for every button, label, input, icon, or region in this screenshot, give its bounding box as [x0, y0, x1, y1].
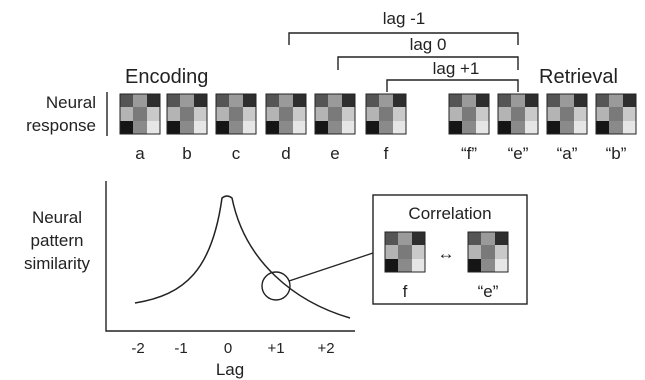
- x-tick-label: +2: [317, 340, 334, 357]
- ylabel-line-1: Neural: [32, 208, 82, 227]
- item-label: e: [330, 144, 339, 163]
- highlight-circle: [261, 271, 291, 301]
- item-label: “b”: [606, 144, 627, 163]
- item-label: f: [384, 144, 389, 163]
- item-label: “e”: [508, 144, 529, 163]
- pattern-patch-retrieval-b: [595, 93, 637, 135]
- ylabel-line-2: pattern: [31, 231, 84, 250]
- neural-response-line-1: Neural: [46, 93, 96, 112]
- correlation-title: Correlation: [408, 204, 491, 223]
- item-label: a: [135, 144, 145, 163]
- callout-line: [288, 252, 374, 282]
- item-label: “a”: [557, 144, 578, 163]
- pattern-patch-b: [166, 93, 208, 135]
- neural-response-label: Neural response: [26, 92, 108, 136]
- similarity-plot: Neural pattern similarity -2 -1 0 +1 +2 …: [24, 181, 374, 379]
- similarity-curve: [134, 195, 351, 319]
- lag-minus-1-label: lag -1: [383, 9, 426, 28]
- lag-0-label: lag 0: [410, 35, 447, 54]
- ylabel-line-3: similarity: [24, 254, 91, 273]
- x-tick-label: -1: [174, 340, 187, 357]
- pattern-patch-retrieval-e: [497, 93, 539, 135]
- x-tick-label: +1: [267, 340, 284, 357]
- lag-plus-1-label: lag +1: [433, 59, 480, 78]
- item-label: c: [232, 144, 241, 163]
- retrieval-heading: Retrieval: [539, 66, 618, 88]
- item-label: d: [281, 144, 290, 163]
- lag-bracket-minus-1: lag -1: [288, 9, 519, 45]
- pattern-patch-a: [119, 93, 161, 135]
- pattern-patch-inset-f: [384, 231, 426, 273]
- x-axis-label: Lag: [216, 360, 244, 379]
- pattern-patch-retrieval-f: [448, 93, 490, 135]
- pattern-patch-e: [314, 93, 356, 135]
- pattern-patch-inset-e: [467, 231, 509, 273]
- lag-bracket-0: lag 0: [337, 35, 519, 70]
- correlation-box: Correlation ↔ f “e”: [372, 194, 528, 305]
- pattern-patch-f: [365, 93, 407, 135]
- item-label: b: [182, 144, 191, 163]
- encoding-patterns: a b c d e f: [119, 93, 407, 163]
- plot-axes: [105, 181, 355, 332]
- pattern-patch-d: [265, 93, 307, 135]
- pattern-patch-retrieval-a: [546, 93, 588, 135]
- retrieval-patterns: “f” “e” “a” “b”: [448, 93, 637, 163]
- pattern-patch-c: [215, 93, 257, 135]
- x-tick-label: -2: [131, 340, 144, 357]
- encoding-heading: Encoding: [125, 66, 208, 88]
- lag-bracket-plus-1: lag +1: [386, 59, 519, 92]
- inset-label-f: f: [403, 282, 408, 301]
- inset-label-e: “e”: [478, 282, 499, 301]
- bidirectional-arrow-icon: ↔: [438, 244, 455, 263]
- x-tick-label: 0: [224, 340, 232, 357]
- neural-response-line-2: response: [26, 116, 96, 135]
- item-label: “f”: [461, 144, 477, 163]
